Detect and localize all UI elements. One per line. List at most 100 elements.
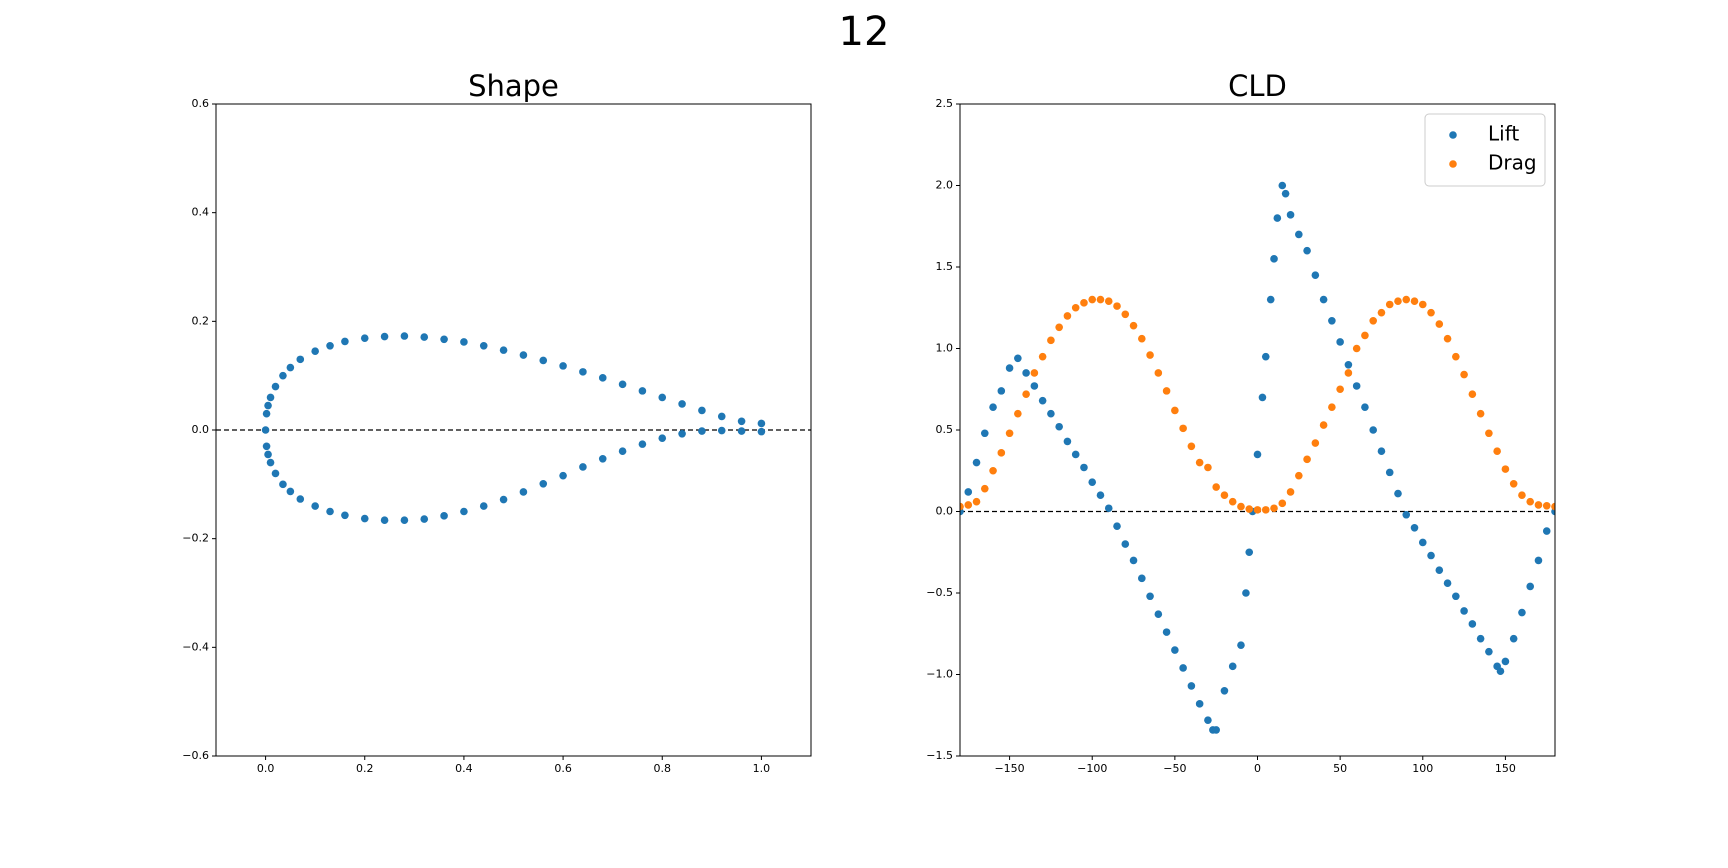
y-tick-label: −1.0 xyxy=(926,668,953,681)
point xyxy=(1063,312,1072,320)
y-tick-label: 2.5 xyxy=(936,97,954,110)
point xyxy=(1047,336,1055,345)
point xyxy=(964,501,973,509)
y-tick-label: 0.0 xyxy=(192,423,210,436)
point xyxy=(440,335,448,344)
legend-label: Drag xyxy=(1488,151,1537,175)
point xyxy=(1281,189,1290,198)
axes-frame xyxy=(215,103,812,757)
axes-frame xyxy=(959,103,1556,757)
point xyxy=(960,502,964,511)
point xyxy=(311,502,319,510)
point xyxy=(1394,489,1402,498)
point xyxy=(1273,214,1282,222)
point xyxy=(1518,608,1526,617)
series xyxy=(960,181,1555,734)
point xyxy=(1055,323,1063,332)
point xyxy=(519,488,528,496)
point xyxy=(460,507,468,516)
point xyxy=(1534,501,1543,509)
y-tick-label: −0.4 xyxy=(182,640,209,653)
x-tick-label: 0.2 xyxy=(356,762,374,775)
point xyxy=(1418,538,1427,547)
point xyxy=(420,333,429,341)
point xyxy=(1328,403,1336,411)
point xyxy=(1369,316,1377,325)
point xyxy=(1468,620,1477,628)
point xyxy=(1526,582,1535,591)
point xyxy=(717,426,726,435)
point xyxy=(1377,308,1386,317)
subplot: CLD −150 −100 −50 0 50 100 150 −1.5 −1.0 −0.5 0.0 0.… xyxy=(926,69,1556,775)
point xyxy=(266,458,275,467)
point xyxy=(757,427,766,436)
point xyxy=(1460,607,1468,615)
point xyxy=(1071,450,1080,459)
point xyxy=(1344,369,1353,377)
point xyxy=(1104,297,1113,306)
point xyxy=(1485,429,1493,438)
y-tick-label: 0.6 xyxy=(192,97,210,110)
point xyxy=(1038,352,1047,361)
x-tick-label: 100 xyxy=(1412,762,1433,775)
point xyxy=(1501,657,1510,666)
subplot-title: Shape xyxy=(468,69,559,103)
point xyxy=(1542,527,1551,535)
point xyxy=(638,440,647,448)
point xyxy=(1278,181,1287,190)
point xyxy=(658,434,667,442)
point xyxy=(1266,295,1275,304)
point xyxy=(1121,310,1130,319)
point xyxy=(1212,483,1220,491)
x-tick-label: 0.8 xyxy=(654,762,672,775)
point xyxy=(1476,409,1485,418)
x-tick-label: 50 xyxy=(1333,762,1347,775)
point xyxy=(1534,556,1543,565)
point xyxy=(420,515,429,523)
point xyxy=(286,487,295,496)
point xyxy=(1496,667,1505,676)
point xyxy=(1270,255,1278,263)
point xyxy=(1204,716,1212,724)
point xyxy=(1228,497,1237,506)
point xyxy=(360,514,369,523)
point xyxy=(1336,385,1344,394)
point xyxy=(519,351,528,359)
point xyxy=(1468,390,1477,398)
point xyxy=(980,429,989,438)
point xyxy=(737,417,746,426)
point xyxy=(1476,634,1485,643)
point xyxy=(360,334,369,342)
point xyxy=(1171,406,1179,415)
point xyxy=(479,341,488,350)
point xyxy=(296,495,305,503)
point xyxy=(311,347,319,356)
point xyxy=(1352,382,1361,390)
legend: Lift Drag xyxy=(1424,113,1546,187)
point xyxy=(1303,246,1311,255)
point xyxy=(460,338,468,346)
point xyxy=(1030,382,1039,390)
point xyxy=(1303,455,1311,464)
point xyxy=(1460,370,1468,379)
point xyxy=(1253,506,1262,514)
point xyxy=(1369,426,1377,434)
point xyxy=(1493,447,1501,455)
point xyxy=(559,471,567,480)
point xyxy=(1361,331,1369,340)
point xyxy=(1385,300,1394,309)
legend-label: Lift xyxy=(1488,122,1519,146)
point xyxy=(1080,299,1088,307)
point xyxy=(1195,458,1204,467)
point xyxy=(1319,295,1328,304)
point xyxy=(499,346,508,354)
point xyxy=(1278,499,1287,508)
point xyxy=(579,463,587,471)
y-tick-label: 1.0 xyxy=(936,342,954,355)
point xyxy=(1179,664,1187,672)
point xyxy=(380,332,389,341)
point xyxy=(1443,334,1452,343)
point xyxy=(1228,662,1237,671)
y-tick-label: 2.0 xyxy=(936,179,954,192)
